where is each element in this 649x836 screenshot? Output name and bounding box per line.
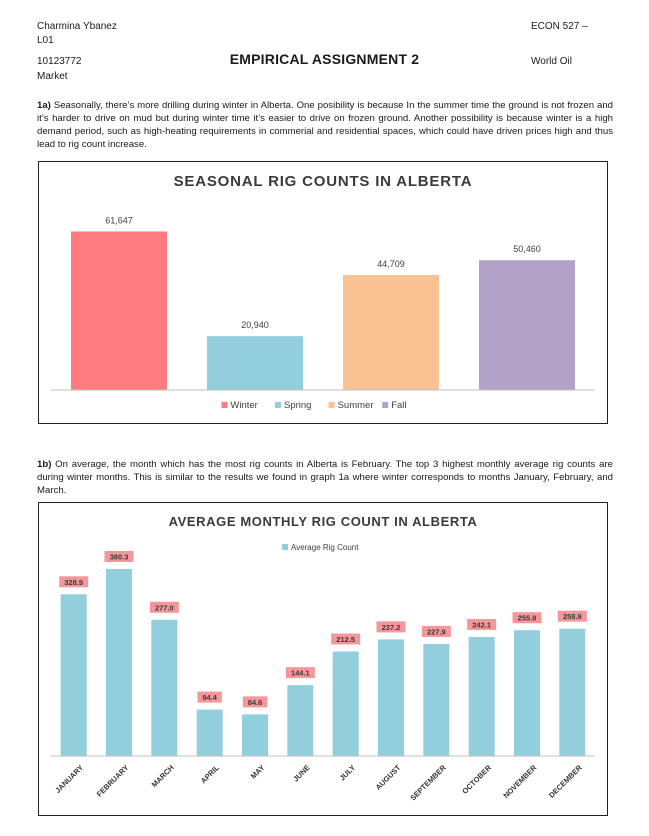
bar-label-july: 212.5 bbox=[336, 635, 355, 644]
topic-continuation: Market bbox=[37, 71, 68, 82]
bar-label-september: 227.9 bbox=[427, 627, 446, 636]
x-tick-november: NOVEMBER bbox=[501, 763, 538, 800]
bar-label-bg-october bbox=[467, 618, 497, 630]
legend-swatch-fall bbox=[382, 402, 389, 408]
legend-swatch-winter bbox=[221, 402, 228, 408]
bar-label-october: 242.1 bbox=[472, 620, 491, 629]
bar-label-june: 144.1 bbox=[291, 669, 310, 678]
seasonal-chart-svg: SEASONAL RIG COUNTS IN ALBERTA 61,647 20,… bbox=[51, 173, 595, 411]
bar-label-fall: 50,460 bbox=[513, 244, 541, 254]
bar-label-december: 258.9 bbox=[563, 612, 582, 621]
bar-fall bbox=[479, 260, 575, 390]
bar-winter bbox=[71, 231, 167, 390]
section-code: L01 bbox=[37, 35, 54, 46]
x-tick-april: APRIL bbox=[199, 763, 222, 786]
bar-label-bg-september bbox=[421, 625, 451, 637]
bar-july bbox=[332, 651, 359, 756]
bar-april bbox=[196, 709, 223, 756]
bar-november bbox=[514, 630, 540, 756]
monthly-chart: AVERAGE MONTHLY RIG COUNT IN ALBERTA Ave… bbox=[38, 502, 608, 816]
bar-label-bg-august bbox=[376, 621, 406, 633]
x-tick-december: DECEMBER bbox=[547, 763, 584, 800]
paragraph-1b-label: 1b) bbox=[37, 459, 52, 470]
x-tick-august: AUGUST bbox=[374, 763, 403, 792]
student-name: Charmina Ybanez bbox=[37, 21, 117, 32]
bar-label-bg-january bbox=[59, 576, 89, 588]
bar-label-march: 277.0 bbox=[155, 603, 174, 612]
legend-swatch-average-rig-count bbox=[282, 544, 288, 550]
bar-label-bg-february bbox=[104, 551, 134, 562]
bar-label-bg-may bbox=[242, 696, 268, 708]
bar-february bbox=[106, 569, 132, 756]
legend-swatch-summer bbox=[328, 402, 335, 408]
bar-label-january: 328.9 bbox=[64, 578, 83, 587]
bar-august bbox=[378, 639, 404, 756]
x-tick-july: JULY bbox=[338, 763, 357, 782]
bar-label-bg-november bbox=[512, 612, 542, 624]
bar-september bbox=[423, 643, 450, 756]
legend-item-spring: Spring bbox=[284, 400, 311, 411]
bar-may bbox=[242, 714, 268, 756]
seasonal-chart: SEASONAL RIG COUNTS IN ALBERTA 61,647 20,… bbox=[38, 161, 608, 424]
legend-item-average-rig-count: Average Rig Count bbox=[291, 543, 359, 552]
legend-item-fall: Fall bbox=[391, 400, 406, 411]
course-code: ECON 527 – bbox=[531, 21, 588, 32]
x-tick-may: MAY bbox=[249, 763, 267, 781]
bar-label-bg-april bbox=[197, 691, 222, 703]
bar-label-bg-june bbox=[285, 667, 315, 679]
paragraph-1b: 1b) On average, the month which has the … bbox=[37, 458, 613, 497]
x-tick-january: JANUARY bbox=[53, 763, 85, 795]
bar-label-summer: 44,709 bbox=[377, 259, 405, 269]
bar-october bbox=[468, 636, 495, 756]
monthly-chart-title: AVERAGE MONTHLY RIG COUNT IN ALBERTA bbox=[169, 514, 478, 529]
bar-label-bg-july bbox=[331, 633, 361, 645]
bar-january bbox=[60, 594, 87, 756]
legend-item-summer: Summer bbox=[338, 400, 374, 411]
seasonal-chart-title: SEASONAL RIG COUNTS IN ALBERTA bbox=[174, 173, 473, 190]
paragraph-1a-text: Seasonally, there’s more drilling during… bbox=[37, 100, 613, 150]
bar-label-april: 94.4 bbox=[202, 693, 217, 702]
bar-march bbox=[151, 619, 178, 756]
paragraph-1a: 1a) Seasonally, there’s more drilling du… bbox=[37, 99, 613, 151]
paragraph-1b-text: On average, the month which has the most… bbox=[37, 459, 613, 496]
bar-summer bbox=[343, 275, 439, 390]
x-tick-september: SEPTEMBER bbox=[408, 763, 448, 803]
x-tick-march: MARCH bbox=[150, 763, 176, 789]
course-topic: World Oil bbox=[531, 56, 572, 67]
bar-label-spring: 20,940 bbox=[241, 320, 269, 330]
x-tick-february: FEBRUARY bbox=[95, 763, 131, 799]
bar-label-bg-december bbox=[557, 610, 587, 622]
bar-label-winter: 61,647 bbox=[105, 215, 133, 225]
monthly-chart-svg: AVERAGE MONTHLY RIG COUNT IN ALBERTA Ave… bbox=[51, 514, 595, 803]
bar-label-bg-march bbox=[149, 601, 179, 613]
bar-label-november: 255.8 bbox=[518, 614, 537, 623]
bar-spring bbox=[207, 336, 303, 390]
bar-label-february: 380.3 bbox=[110, 553, 129, 562]
page-title: EMPIRICAL ASSIGNMENT 2 bbox=[229, 51, 420, 67]
bar-label-august: 237.2 bbox=[382, 623, 401, 632]
x-tick-june: JUNE bbox=[291, 763, 312, 784]
student-id: 10123772 bbox=[37, 56, 82, 67]
legend-item-winter: Winter bbox=[230, 400, 257, 411]
legend-swatch-spring bbox=[275, 402, 281, 408]
paragraph-1a-label: 1a) bbox=[37, 100, 51, 111]
x-tick-october: OCTOBER bbox=[460, 763, 493, 796]
bar-label-may: 84.6 bbox=[248, 698, 263, 707]
bar-june bbox=[287, 685, 314, 756]
bar-december bbox=[559, 628, 586, 756]
